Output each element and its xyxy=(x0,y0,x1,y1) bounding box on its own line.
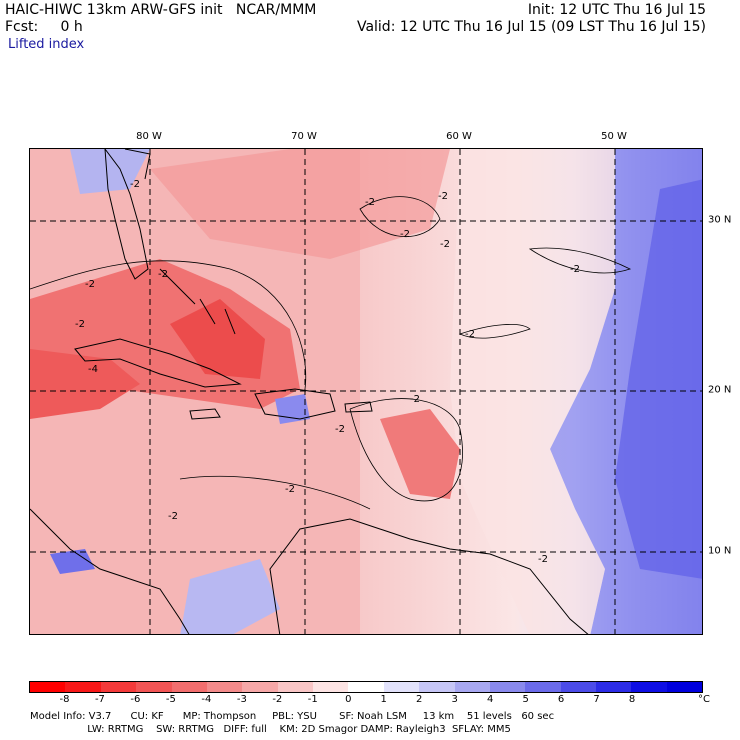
lat-label-30n: 30 N xyxy=(708,214,732,226)
colorbar-segment xyxy=(65,682,101,692)
lon-label-50w: 50 W xyxy=(601,131,627,142)
colorbar-tick-label: 7 xyxy=(593,694,600,705)
field-name: Lifted index xyxy=(8,37,85,52)
colorbar-segment xyxy=(313,682,349,692)
colorbar-tick-label: 2 xyxy=(416,694,423,705)
colorbar-tick-label: -3 xyxy=(236,694,247,705)
field-positive-gulf xyxy=(70,149,150,194)
model-title: HAIC-HIWC 13km ARW-GFS init NCAR/MMM xyxy=(5,2,317,18)
forecast-hour: Fcst: 0 h xyxy=(5,19,83,35)
contour-label: -2 xyxy=(465,329,475,340)
contour-label: -2 xyxy=(538,554,548,565)
coastline-bahamas xyxy=(159,268,236,335)
contour-label-neg4: -4 xyxy=(88,364,98,375)
colorbar-segment xyxy=(596,682,632,692)
colorbar-segment xyxy=(136,682,172,692)
colorbar-segment xyxy=(525,682,561,692)
field-positive-honduras xyxy=(50,549,95,574)
contour-label: -2 xyxy=(410,394,420,405)
colorbar-tick-label: 4 xyxy=(486,694,494,705)
coastline-south-america xyxy=(269,518,589,634)
lon-label-80w: 80 W xyxy=(136,131,162,142)
lat-lon-grid xyxy=(30,149,702,634)
field-negative-core xyxy=(170,299,265,379)
contour-line xyxy=(349,398,463,502)
colorbar-tick-label: -1 xyxy=(307,694,318,705)
contour-label: -2 xyxy=(130,179,140,190)
field-positive-sw xyxy=(180,559,280,634)
contour-line xyxy=(179,475,371,510)
colorbar-tick-label: -6 xyxy=(130,694,141,705)
contour-line xyxy=(30,260,307,390)
contour-line xyxy=(359,196,441,238)
contours xyxy=(30,196,632,510)
model-info-line1: Model Info: V3.7 CU: KF MP: Thompson PBL… xyxy=(30,711,555,722)
colorbar-segment xyxy=(171,682,207,692)
colorbar-segment xyxy=(242,682,278,692)
colorbar-segment xyxy=(631,682,667,692)
colorbar-segment xyxy=(383,682,420,692)
field-negative-north xyxy=(150,149,450,259)
contour-label: -2 xyxy=(365,197,375,208)
contour-label: -2 xyxy=(75,319,85,330)
colorbar-segment xyxy=(489,682,526,692)
colorbar-unit: °C xyxy=(698,694,710,705)
lon-label-70w: 70 W xyxy=(291,131,317,142)
contour-label: -2 xyxy=(85,279,95,290)
lifted-index-map: -2 -2 -2 -2 -2 -2 -2 -2 -2 -2 -2 -2 -2 -… xyxy=(29,148,703,635)
coastline-jamaica xyxy=(189,408,221,420)
model-info-line2: LW: RRTMG SW: RRTMG DIFF: full KM: 2D Sm… xyxy=(30,724,511,735)
colorbar-tick-label: 1 xyxy=(380,694,387,705)
colorbar-segment xyxy=(348,682,384,692)
field-negative-west xyxy=(30,349,140,419)
colorbar-tick-label: -8 xyxy=(59,694,70,705)
lat-label-10n: 10 N xyxy=(708,545,732,557)
init-time: Init: 12 UTC Thu 16 Jul 15 xyxy=(527,2,706,18)
colorbar-segment xyxy=(206,682,243,692)
coastlines xyxy=(30,149,589,634)
contour-label: -2 xyxy=(570,264,580,275)
coastline-cuba xyxy=(74,338,242,388)
colorbar-tick-label: -4 xyxy=(201,694,212,705)
colorbar-tick-label: 6 xyxy=(557,694,565,705)
contour-label: -2 xyxy=(400,229,410,240)
coastline-central-america xyxy=(30,508,190,634)
coastline-hispaniola xyxy=(254,388,336,420)
colorbar-tick-label: -2 xyxy=(272,694,283,705)
contour-label: -2 xyxy=(335,424,345,435)
contour-label: -2 xyxy=(285,484,295,495)
colorbar-tick-label: -5 xyxy=(165,694,176,705)
colorbar-segment xyxy=(100,682,137,692)
contour-line xyxy=(528,247,632,274)
field-positive-east-core xyxy=(615,179,702,579)
contour-label: -2 xyxy=(438,191,448,202)
colorbar xyxy=(29,681,703,693)
colorbar-tick-label: 5 xyxy=(522,694,529,705)
colorbar-segment xyxy=(560,682,596,692)
colorbar-tick-label: 8 xyxy=(628,694,636,705)
colorbar-tick-label: 3 xyxy=(451,694,458,705)
field-negative-east xyxy=(380,409,460,499)
colorbar-segment xyxy=(454,682,490,692)
colorbar-tick-label: -7 xyxy=(94,694,105,705)
colorbar-segment xyxy=(277,682,313,692)
lat-label-20n: 20 N xyxy=(708,384,732,396)
colorbar-segment xyxy=(419,682,455,692)
colorbar-tick-label: 0 xyxy=(345,694,352,705)
lon-label-60w: 60 W xyxy=(446,131,472,142)
coastline-puerto-rico xyxy=(344,401,373,413)
colorbar-segment xyxy=(30,682,66,692)
coastline-florida xyxy=(104,149,149,280)
map-canvas xyxy=(30,149,702,634)
contour-label: -2 xyxy=(440,239,450,250)
contour-line xyxy=(458,324,531,339)
contour-label: -2 xyxy=(168,511,178,522)
contour-label: -2 xyxy=(158,269,168,280)
colorbar-segment xyxy=(666,682,703,692)
valid-time: Valid: 12 UTC Thu 16 Jul 15 (09 LST Thu … xyxy=(356,19,706,35)
